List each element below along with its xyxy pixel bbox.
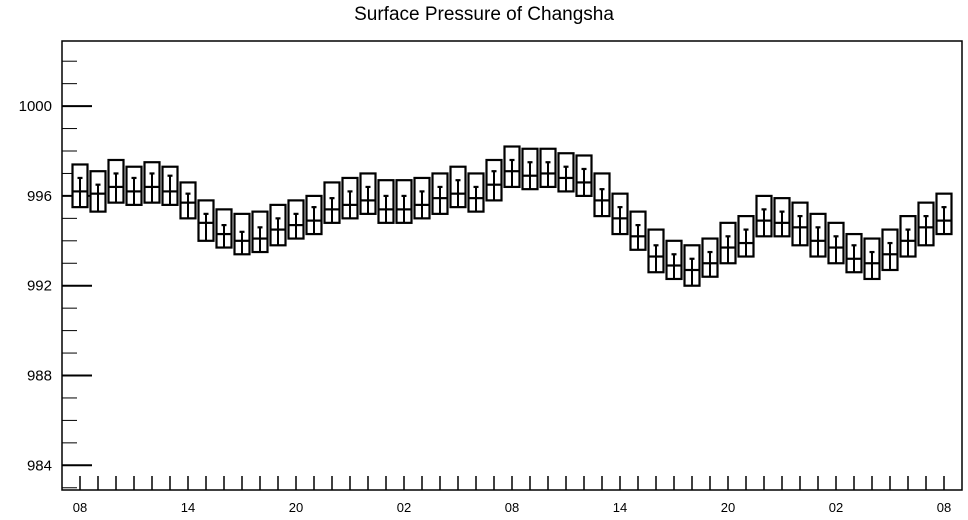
box-group: [143, 161, 161, 204]
box-group: [233, 212, 251, 256]
box-group: [917, 201, 935, 247]
box-group: [395, 179, 413, 224]
box-group: [935, 192, 953, 236]
box-group: [593, 172, 611, 218]
box-group: [305, 194, 323, 236]
x-tick-label: 20: [721, 500, 735, 515]
x-tick-label: 08: [73, 500, 87, 515]
box-group: [287, 199, 305, 240]
x-tick-label: 02: [829, 500, 843, 515]
box-group: [89, 170, 107, 213]
box-group: [773, 197, 791, 238]
box-group: [431, 172, 449, 215]
box-group: [323, 181, 341, 224]
box-group: [377, 179, 395, 224]
box-group: [449, 165, 467, 209]
box-group: [881, 228, 899, 272]
box-group: [197, 199, 215, 242]
box-group: [107, 158, 125, 204]
box-group: [467, 172, 485, 213]
x-tick-label: 20: [289, 500, 303, 515]
box-group: [125, 165, 143, 206]
box-group: [179, 181, 197, 220]
y-tick-label: 984: [27, 457, 52, 474]
box-group: [863, 237, 881, 281]
box-group: [647, 228, 665, 274]
y-tick-label: 992: [27, 278, 52, 295]
box-group: [665, 239, 683, 281]
box-group: [557, 152, 575, 193]
box-group: [521, 147, 539, 191]
box-group: [341, 176, 359, 220]
x-tick-label: 14: [181, 500, 195, 515]
box-group: [701, 237, 719, 278]
box-group: [629, 210, 647, 251]
box-group: [215, 208, 233, 249]
box-group: [413, 176, 431, 220]
box-group: [485, 158, 503, 202]
chart-title: Surface Pressure of Changsha: [354, 4, 614, 25]
box-group: [809, 212, 827, 258]
y-tick-label: 1000: [19, 98, 52, 115]
box-group: [899, 215, 917, 258]
box-group: [251, 210, 269, 254]
box-group: [269, 203, 287, 247]
x-tick-label: 14: [613, 500, 627, 515]
box-group: [71, 163, 89, 209]
box-group: [737, 215, 755, 258]
box-group: [611, 192, 629, 236]
box-group: [791, 201, 809, 247]
x-tick-label: 08: [505, 500, 519, 515]
box-group: [845, 232, 863, 274]
y-tick-label: 996: [27, 188, 52, 205]
box-group: [503, 145, 521, 189]
box-group: [359, 172, 377, 215]
box-group: [575, 154, 593, 198]
box-group: [683, 244, 701, 287]
y-tick-label: 988: [27, 368, 52, 385]
x-tick-label: 02: [397, 500, 411, 515]
box-group: [539, 147, 557, 189]
box-group: [827, 221, 845, 265]
box-group: [719, 221, 737, 265]
x-tick-label: 08: [937, 500, 951, 515]
box-group: [161, 165, 179, 206]
plot-frame: [61, 40, 963, 491]
box-group: [755, 194, 773, 238]
